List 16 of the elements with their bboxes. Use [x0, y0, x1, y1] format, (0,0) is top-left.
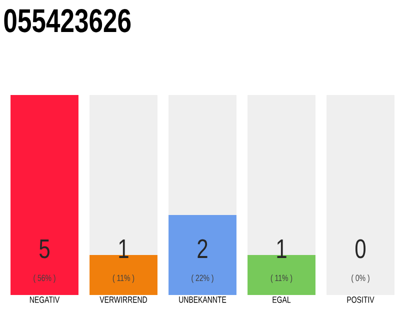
x-tick-label: POSITIV [347, 296, 374, 303]
chart-title: 055423626 [4, 9, 131, 32]
x-tick-label: VERWIRREND [100, 296, 147, 303]
x-tick-label: EGAL [272, 296, 291, 303]
data-label: 0 [355, 239, 366, 258]
annotation: ( 22% ) [192, 274, 214, 283]
x-tick-label: NEGATIV [30, 296, 60, 303]
annotation: ( 11% ) [112, 274, 134, 283]
annotation: ( 56% ) [34, 274, 56, 283]
annotation: ( 11% ) [270, 274, 292, 283]
data-label: 1 [119, 239, 128, 258]
data-label: 1 [277, 239, 286, 258]
x-tick-label: UNBEKANNTE [179, 296, 226, 303]
data-label: 2 [198, 239, 208, 258]
data-label: 5 [40, 239, 50, 258]
annotation: ( 0% ) [352, 274, 370, 283]
